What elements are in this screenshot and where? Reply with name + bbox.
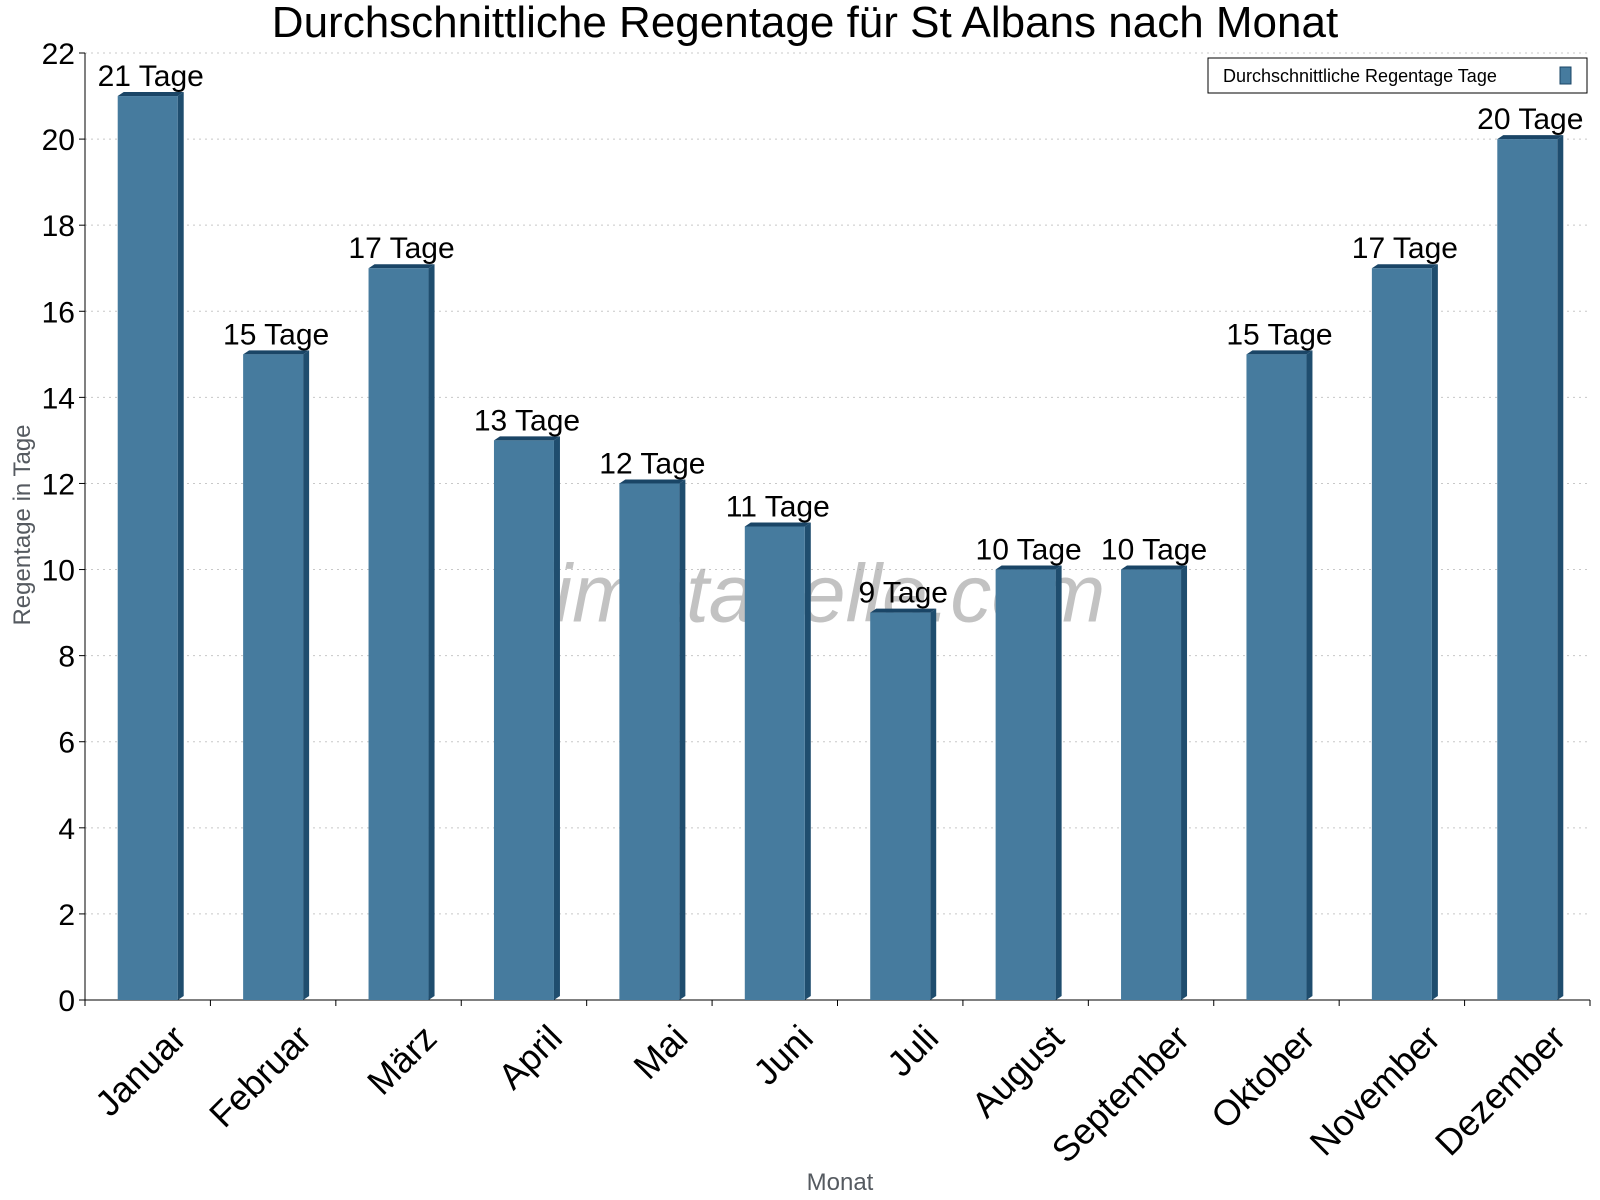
y-tick-label: 22 xyxy=(42,38,75,71)
data-label: 10 Tage xyxy=(1101,534,1207,567)
bars-layer xyxy=(117,92,1564,1001)
y-tick-label: 6 xyxy=(58,727,75,760)
bar-front xyxy=(243,354,304,1000)
bar-top xyxy=(995,565,1062,570)
bar-top xyxy=(1246,350,1313,355)
bar-top xyxy=(117,92,184,97)
data-label: 11 Tage xyxy=(726,491,830,524)
x-tick-label: Juli xyxy=(879,1017,946,1084)
y-tick-label: 0 xyxy=(58,985,75,1018)
y-tick-label: 14 xyxy=(42,382,75,415)
bar-side xyxy=(1181,565,1188,1000)
axes-layer: 0 2 4 6 8 10 12 14 16 18 20 22 xyxy=(42,38,1591,1018)
bar-november xyxy=(1371,264,1438,1000)
chart-title: Durchschnittliche Regentage für St Alban… xyxy=(272,0,1338,47)
x-tick-label: November xyxy=(1301,1017,1447,1163)
x-tick-label: März xyxy=(359,1017,445,1103)
bar-front xyxy=(493,440,554,1001)
bar-side xyxy=(1557,135,1564,1000)
bar-side xyxy=(428,264,435,1000)
data-label: 21 Tage xyxy=(98,60,204,93)
bar-top xyxy=(368,264,435,269)
bar-side xyxy=(177,92,184,1000)
bar-side xyxy=(553,436,560,1001)
legend-swatch xyxy=(1559,66,1572,85)
data-label: 17 Tage xyxy=(348,232,454,265)
bar-top xyxy=(1497,135,1564,140)
bar-februar xyxy=(243,350,310,1000)
bar-front xyxy=(1371,268,1432,1000)
bar-front xyxy=(1246,354,1307,1000)
bar-front xyxy=(368,268,429,1000)
y-axis-title: Regentage in Tage xyxy=(9,424,36,625)
data-label: 13 Tage xyxy=(474,404,580,437)
bar-september xyxy=(1121,565,1188,1000)
bar-märz xyxy=(368,264,435,1000)
bar-juni xyxy=(744,522,811,1000)
y-tick-label: 12 xyxy=(42,468,75,501)
bar-top xyxy=(619,479,686,484)
bar-front xyxy=(744,526,805,1000)
bar-januar xyxy=(117,92,184,1000)
bar-front xyxy=(117,96,178,1000)
y-tick-label: 8 xyxy=(58,641,75,674)
bar-mai xyxy=(619,479,686,1000)
legend-box xyxy=(1207,57,1588,94)
bar-side xyxy=(1431,264,1438,1000)
bar-front xyxy=(619,483,680,1000)
y-tick-label: 20 xyxy=(42,124,75,157)
x-axis-title: Monat xyxy=(807,1169,874,1196)
data-label: 20 Tage xyxy=(1477,103,1583,136)
legend-label: Durchschnittliche Regentage Tage xyxy=(1223,66,1497,86)
bar-top xyxy=(1121,565,1188,570)
bar-top xyxy=(1371,264,1438,269)
x-tick-label: April xyxy=(490,1017,570,1097)
x-tick-label: Januar xyxy=(87,1017,194,1124)
data-label: 17 Tage xyxy=(1352,232,1458,265)
bar-april xyxy=(493,436,560,1001)
bar-side xyxy=(804,522,811,1000)
bar-dezember xyxy=(1497,135,1564,1000)
data-label: 9 Tage xyxy=(858,577,948,610)
x-tick-label: Mai xyxy=(625,1017,695,1087)
grid-layer xyxy=(85,52,1590,915)
bar-side xyxy=(1055,565,1062,1000)
bar-oktober xyxy=(1246,350,1313,1000)
bar-top xyxy=(870,608,937,613)
x-tick-label: September xyxy=(1044,1017,1198,1171)
y-tick-label: 18 xyxy=(42,210,75,243)
bar-front xyxy=(870,612,931,1000)
x-tick-label: Oktober xyxy=(1203,1017,1323,1137)
y-tick-label: 2 xyxy=(58,899,75,932)
y-tick-label: 4 xyxy=(58,813,75,846)
bar-front xyxy=(1121,569,1182,1000)
x-tick-label: Juni xyxy=(745,1017,821,1093)
bar-front xyxy=(1497,139,1558,1000)
legend: Durchschnittliche Regentage Tage xyxy=(1207,57,1588,94)
bar-top xyxy=(493,436,560,441)
data-label: 10 Tage xyxy=(976,534,1082,567)
bar-top xyxy=(744,522,811,527)
bar-top xyxy=(243,350,310,355)
y-tick-label: 10 xyxy=(42,555,75,588)
bar-side xyxy=(930,608,937,1000)
bar-front xyxy=(995,569,1056,1000)
data-label: 15 Tage xyxy=(1226,318,1332,351)
data-label: 15 Tage xyxy=(223,318,329,351)
y-tick-label: 16 xyxy=(42,296,75,329)
x-tick-label: Februar xyxy=(201,1017,319,1135)
x-tick-label: August xyxy=(963,1017,1071,1125)
data-label: 12 Tage xyxy=(599,447,705,480)
bar-side xyxy=(1306,350,1313,1000)
x-tick-label: Dezember xyxy=(1427,1017,1573,1163)
bar-august xyxy=(995,565,1062,1000)
bar-side xyxy=(679,479,686,1000)
bar-side xyxy=(303,350,310,1000)
bar-juli xyxy=(870,608,937,1000)
